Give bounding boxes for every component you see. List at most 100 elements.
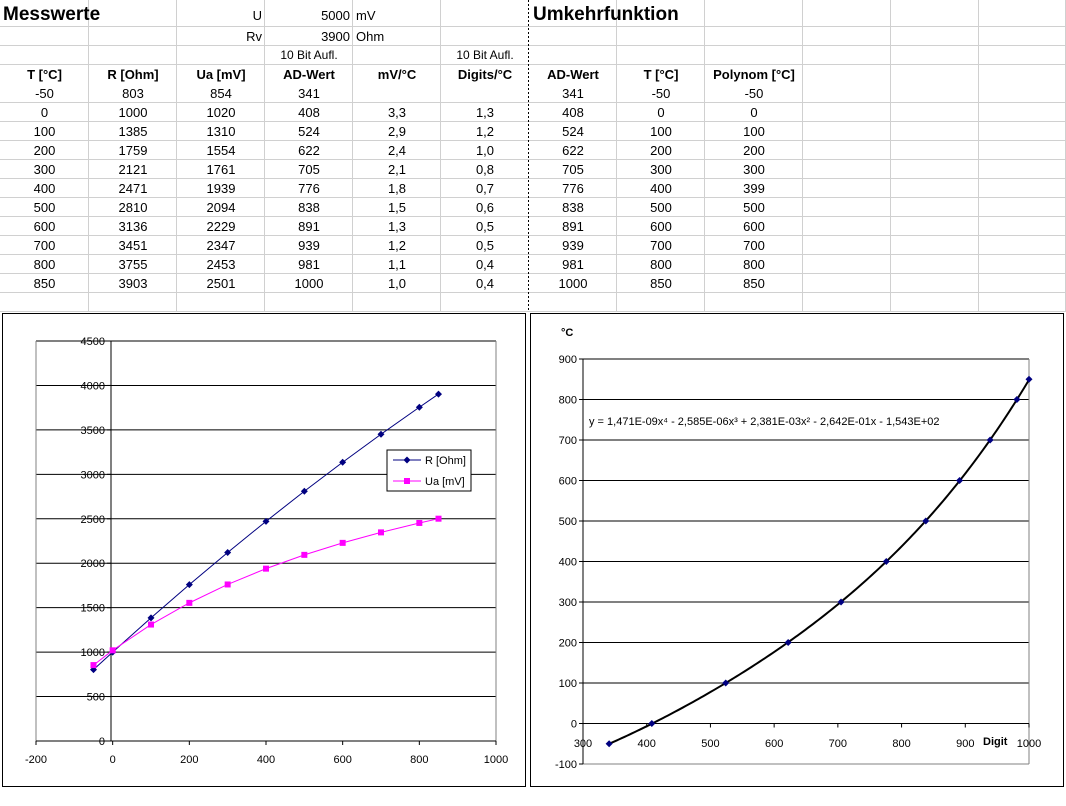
cell-r[interactable]: 803 (122, 86, 144, 101)
cell-t[interactable]: -50 (35, 86, 54, 101)
cell-t[interactable]: 850 (33, 276, 56, 291)
cell-mv-per-c[interactable]: 3,3 (387, 105, 407, 120)
cell-ua[interactable]: 854 (210, 86, 232, 101)
cell-t-right[interactable]: 200 (650, 143, 672, 158)
cell-digits-per-c[interactable]: 0,7 (475, 181, 495, 196)
cell-ad[interactable]: 1000 (294, 276, 324, 291)
cell-ad-right[interactable]: 341 (562, 86, 584, 101)
cell-ad-right[interactable]: 891 (562, 219, 584, 234)
cell-ua[interactable]: 1020 (206, 105, 236, 120)
cell-polynom[interactable]: 200 (743, 143, 765, 158)
cell-r[interactable]: 1759 (118, 143, 148, 158)
cell-polynom[interactable]: 600 (743, 219, 765, 234)
cell-polynom[interactable]: 800 (743, 257, 765, 272)
cell-ad[interactable]: 408 (298, 105, 320, 120)
cell-r[interactable]: 3903 (118, 276, 148, 291)
chart-right-panel[interactable]: -100 0 100 200 300 400 500 600 700 800 900 300 400 50… (530, 313, 1064, 787)
cell-ad-right[interactable]: 1000 (558, 276, 588, 291)
cell-polynom[interactable]: 850 (743, 276, 765, 291)
cell-mv-per-c[interactable]: 1,0 (387, 276, 407, 291)
cell-t[interactable]: 700 (33, 238, 56, 253)
cell-ad[interactable]: 622 (298, 143, 320, 158)
cell-ua[interactable]: 1310 (206, 124, 236, 139)
cell-ad-right[interactable]: 705 (562, 162, 584, 177)
cell-digits-per-c[interactable]: 0,5 (475, 238, 495, 253)
cell-t-right[interactable]: 700 (650, 238, 672, 253)
cell-r[interactable]: 1385 (118, 124, 148, 139)
cell-digits-per-c[interactable]: 0,5 (475, 219, 495, 234)
cell-ua[interactable]: 2501 (206, 276, 236, 291)
cell-digits-per-c[interactable] (441, 84, 529, 103)
cell-t-right[interactable]: 800 (650, 257, 672, 272)
cell-ad-right[interactable]: 524 (562, 124, 584, 139)
chart-left-panel[interactable]: 0 500 1000 1500 2000 2500 3000 3500 4000 4500 -200… (2, 313, 526, 787)
cell-r[interactable]: 3451 (118, 238, 148, 253)
cell-ad[interactable]: 838 (298, 200, 320, 215)
cell-digits-per-c[interactable]: 0,8 (475, 162, 495, 177)
cell-t-right[interactable]: 600 (650, 219, 672, 234)
cell-mv-per-c[interactable]: 2,1 (387, 162, 407, 177)
cell-ad[interactable]: 705 (298, 162, 320, 177)
cell-ad-right[interactable]: 408 (562, 105, 584, 120)
cell-t[interactable]: 500 (33, 200, 56, 215)
cell-ua[interactable]: 2453 (206, 257, 236, 272)
cell-mv-per-c[interactable] (353, 84, 441, 103)
cell-ua[interactable]: 2094 (206, 200, 236, 215)
cell-ad-right[interactable]: 981 (562, 257, 584, 272)
cell-ad[interactable]: 776 (298, 181, 320, 196)
cell-mv-per-c[interactable]: 1,3 (387, 219, 407, 234)
cell-t[interactable]: 0 (40, 105, 49, 120)
cell-ad-right[interactable]: 939 (562, 238, 584, 253)
cell-t[interactable]: 800 (33, 257, 56, 272)
cell-ad[interactable]: 891 (298, 219, 320, 234)
cell-digits-per-c[interactable]: 1,2 (475, 124, 495, 139)
cell-ua[interactable]: 1939 (206, 181, 236, 196)
cell-polynom[interactable]: 300 (743, 162, 765, 177)
cell-t[interactable]: 600 (33, 219, 56, 234)
cell-polynom[interactable]: 700 (743, 238, 765, 253)
cell-r[interactable]: 3136 (118, 219, 148, 234)
cell-mv-per-c[interactable]: 1,1 (387, 257, 407, 272)
cell-ad-right[interactable]: 776 (562, 181, 584, 196)
cell-r[interactable]: 2121 (118, 162, 148, 177)
cell-t[interactable]: 400 (33, 181, 56, 196)
cell-r[interactable]: 2810 (118, 200, 148, 215)
cell-t[interactable]: 300 (33, 162, 56, 177)
cell-digits-per-c[interactable]: 0,4 (475, 257, 495, 272)
cell-ad[interactable]: 524 (298, 124, 320, 139)
cell-mv-per-c[interactable]: 1,5 (387, 200, 407, 215)
cell-r[interactable]: 1000 (118, 105, 148, 120)
cell-digits-per-c[interactable]: 0,6 (475, 200, 495, 215)
cell-ua[interactable]: 2229 (206, 219, 236, 234)
cell-polynom[interactable]: -50 (744, 86, 764, 101)
cell-mv-per-c[interactable]: 1,2 (387, 238, 407, 253)
cell-t-right[interactable]: 400 (650, 181, 672, 196)
cell-digits-per-c[interactable]: 1,0 (475, 143, 495, 158)
cell-t[interactable]: 200 (33, 143, 56, 158)
cell-ua[interactable]: 1761 (206, 162, 236, 177)
cell-mv-per-c[interactable]: 1,8 (387, 181, 407, 196)
cell-mv-per-c[interactable]: 2,4 (387, 143, 407, 158)
cell-t[interactable]: 100 (33, 124, 56, 139)
cell-mv-per-c[interactable]: 2,9 (387, 124, 407, 139)
cell-ua[interactable]: 2347 (206, 238, 236, 253)
cell-t-right[interactable]: 0 (657, 105, 665, 120)
cell-t-right[interactable]: 100 (650, 124, 672, 139)
cell-ad[interactable]: 939 (298, 238, 320, 253)
cell-r[interactable]: 2471 (118, 181, 148, 196)
cell-polynom[interactable]: 399 (743, 181, 765, 196)
cell-t-right[interactable]: 300 (650, 162, 672, 177)
cell-ad[interactable]: 341 (298, 86, 320, 101)
cell-ad-right[interactable]: 838 (562, 200, 584, 215)
cell-ad-right[interactable]: 622 (562, 143, 584, 158)
cell-t-right[interactable]: 500 (650, 200, 672, 215)
cell-t-right[interactable]: -50 (651, 86, 671, 101)
cell-t-right[interactable]: 850 (650, 276, 672, 291)
cell-digits-per-c[interactable]: 1,3 (475, 105, 495, 120)
cell-r[interactable]: 3755 (118, 257, 148, 272)
cell-digits-per-c[interactable]: 0,4 (475, 276, 495, 291)
cell-polynom[interactable]: 100 (743, 124, 765, 139)
cell-polynom[interactable]: 0 (750, 105, 758, 120)
cell-polynom[interactable]: 500 (743, 200, 765, 215)
cell-ad[interactable]: 981 (298, 257, 320, 272)
